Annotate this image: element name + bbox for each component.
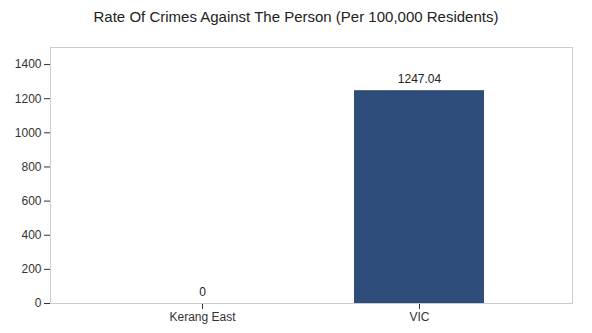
svg-text:VIC: VIC xyxy=(409,310,429,324)
svg-text:1000: 1000 xyxy=(15,126,42,140)
svg-text:0: 0 xyxy=(199,285,206,299)
svg-text:800: 800 xyxy=(21,160,41,174)
svg-text:200: 200 xyxy=(21,262,41,276)
svg-text:1247.04: 1247.04 xyxy=(398,72,442,86)
svg-text:600: 600 xyxy=(21,194,41,208)
html-text:Rate Of Crimes Against The Per: Rate Of Crimes Against The Person (Per 1… xyxy=(93,8,499,25)
svg-text:Kerang East: Kerang East xyxy=(169,310,236,324)
svg-text:1200: 1200 xyxy=(15,92,42,106)
svg-text:1400: 1400 xyxy=(15,57,42,71)
svg-text:0: 0 xyxy=(35,296,42,310)
svg-text:400: 400 xyxy=(21,228,41,242)
